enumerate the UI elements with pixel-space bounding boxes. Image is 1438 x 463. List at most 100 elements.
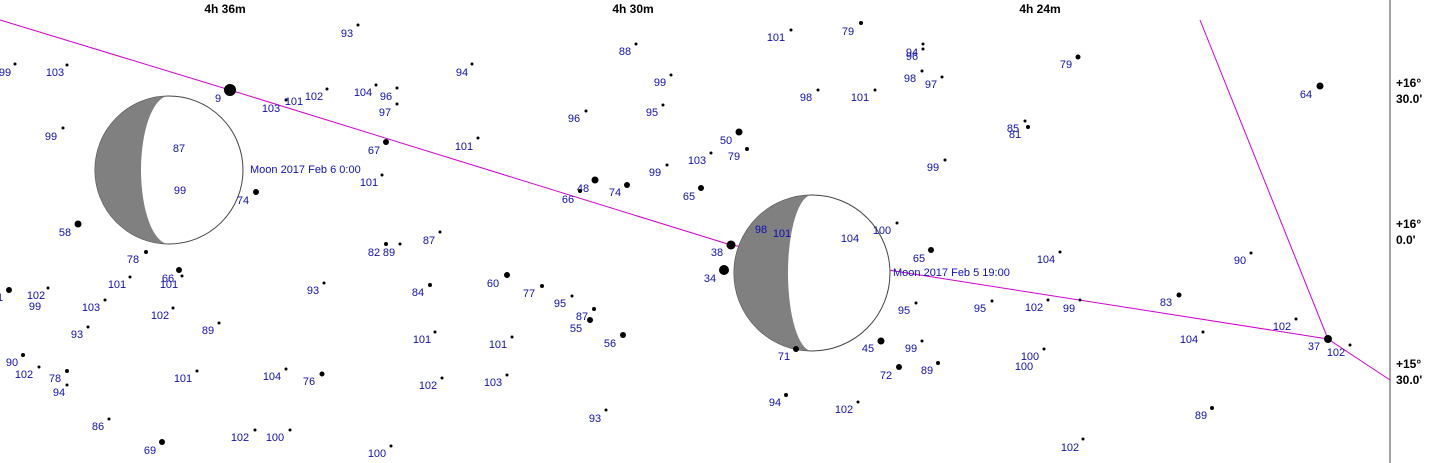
- star-label: 65: [913, 253, 925, 265]
- star: [37, 365, 41, 369]
- star: [374, 83, 378, 87]
- star: [1210, 406, 1214, 410]
- star: [103, 298, 107, 302]
- star: [856, 400, 860, 404]
- star-label: 87: [173, 143, 185, 155]
- star: [253, 189, 259, 195]
- star: [914, 301, 918, 305]
- star-label: 94: [456, 67, 468, 79]
- star-label: 77: [523, 288, 535, 300]
- star: [793, 346, 799, 352]
- star-label: 99: [654, 77, 666, 89]
- star: [1294, 317, 1298, 321]
- star: [171, 306, 175, 310]
- star-label: 78: [49, 373, 61, 385]
- star-label: 93: [341, 28, 353, 40]
- star-label: 102: [305, 91, 323, 103]
- star: [505, 373, 509, 377]
- star-label: 103: [46, 67, 64, 79]
- star: [1249, 251, 1253, 255]
- star-label: 79: [1060, 59, 1072, 71]
- star-label: 99: [905, 343, 917, 355]
- star: [86, 325, 90, 329]
- star-label: 101: [174, 373, 192, 385]
- star: [325, 87, 329, 91]
- star-label: 104: [263, 371, 281, 383]
- star: [709, 151, 713, 155]
- star: [921, 47, 925, 51]
- star-label: 101: [413, 334, 431, 346]
- star-label: 93: [307, 285, 319, 297]
- star-label: 79: [728, 151, 740, 163]
- star-label: 102: [151, 310, 169, 322]
- star-label: 101: [108, 279, 126, 291]
- star: [319, 371, 325, 377]
- star: [789, 28, 793, 32]
- star-label: 34: [704, 273, 716, 285]
- star: [180, 274, 184, 278]
- star: [540, 284, 544, 288]
- star-label: 89: [921, 365, 933, 377]
- star: [128, 275, 132, 279]
- star: [928, 247, 934, 253]
- star: [940, 75, 944, 79]
- star-label: 96: [906, 51, 918, 63]
- star-label: 97: [925, 79, 937, 91]
- star: [1348, 343, 1352, 347]
- star-label: 103: [82, 302, 100, 314]
- star: [440, 376, 444, 380]
- star: [895, 221, 899, 225]
- star-label: 60: [487, 278, 499, 290]
- star-label: 102: [231, 432, 249, 444]
- star-label: 88: [619, 46, 631, 58]
- star-label: 101: [767, 32, 785, 44]
- star: [253, 428, 257, 432]
- star-label: 95: [646, 107, 658, 119]
- star: [433, 330, 437, 334]
- star: [784, 393, 788, 397]
- star: [65, 383, 69, 387]
- star: [921, 42, 925, 46]
- star: [476, 136, 480, 140]
- star: [587, 317, 593, 323]
- dec-label: 0.0': [1396, 233, 1416, 247]
- star-label: 103: [688, 155, 706, 167]
- star-label: 98: [904, 73, 916, 85]
- star: [669, 73, 673, 77]
- star: [1078, 298, 1082, 302]
- dec-label: 30.0': [1396, 92, 1422, 106]
- star-label: 98: [800, 92, 812, 104]
- star-label: 69: [144, 445, 156, 457]
- star-label: 102: [27, 290, 45, 302]
- star: [107, 417, 111, 421]
- star-label: 100: [266, 432, 284, 444]
- star: [65, 63, 69, 67]
- star-label: 89: [383, 247, 395, 259]
- star: [1026, 125, 1030, 129]
- star: [1324, 335, 1332, 343]
- star-label: 102: [1327, 347, 1345, 359]
- moon: [733, 194, 891, 352]
- star-label: 76: [303, 376, 315, 388]
- star: [1081, 437, 1085, 441]
- star-label: 99: [29, 301, 41, 313]
- star-label: 58: [59, 227, 71, 239]
- star-label: 95: [974, 303, 986, 315]
- star: [719, 265, 729, 275]
- star: [398, 242, 402, 246]
- star-label: 101: [773, 228, 791, 240]
- star: [65, 369, 69, 373]
- dec-label: +15°: [1396, 357, 1421, 371]
- star-label: 78: [127, 254, 139, 266]
- star: [384, 242, 388, 246]
- star-label: 95: [898, 305, 910, 317]
- star: [1201, 330, 1205, 334]
- star: [591, 176, 599, 184]
- moon-label: Moon 2017 Feb 6 0:00: [250, 164, 361, 176]
- star: [13, 62, 17, 66]
- star: [224, 84, 236, 96]
- star-label: 72: [880, 370, 892, 382]
- star-label: 84: [412, 287, 424, 299]
- dec-label: 30.0': [1396, 373, 1422, 387]
